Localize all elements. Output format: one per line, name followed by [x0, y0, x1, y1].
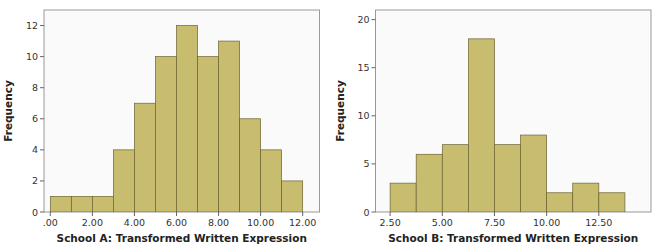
histogram-bar: [573, 183, 599, 212]
y-axis-label: Frequency: [2, 80, 14, 142]
histogram-bar: [155, 57, 176, 212]
y-tick: [40, 212, 44, 213]
y-tick-label: 15: [357, 62, 369, 73]
histogram-bar: [92, 196, 113, 212]
y-tick-label: 4: [32, 144, 38, 155]
x-tick-label: 2.50: [380, 217, 401, 228]
y-tick-label: 0: [363, 207, 369, 218]
x-axis-label: School B: Transformed Written Expression: [388, 232, 638, 244]
y-tick: [372, 19, 376, 20]
x-tick: [218, 212, 219, 216]
y-tick: [40, 180, 44, 181]
histogram-bar: [71, 196, 92, 212]
y-axis-label: Frequency: [334, 80, 346, 142]
y-tick-label: 12: [26, 20, 38, 31]
histogram-bar: [282, 181, 303, 212]
x-tick-label: 6.00: [166, 217, 187, 228]
panel: .00 2.00 4.00 6.00 8.00 10.00 12.00 0 2 4 6 8 10 12 Sc…: [2, 10, 320, 244]
histogram-bar: [494, 145, 520, 212]
y-tick-label: 20: [357, 14, 369, 25]
y-tick-label: 5: [363, 158, 369, 169]
x-tick: [442, 212, 443, 216]
histogram-bar: [547, 193, 573, 212]
x-tick: [92, 212, 93, 216]
x-tick-label: 10.00: [247, 217, 274, 228]
histogram-bar: [176, 26, 197, 212]
y-tick: [40, 87, 44, 88]
x-axis-label: School A: Transformed Written Expression: [57, 232, 307, 244]
bars: [390, 39, 625, 212]
y-tick-label: 2: [32, 175, 38, 186]
x-tick-label: 7.50: [484, 217, 505, 228]
histogram-bar: [468, 39, 494, 212]
y-tick: [372, 67, 376, 68]
x-tick: [134, 212, 135, 216]
x-tick: [50, 212, 51, 216]
y-tick-label: 10: [26, 51, 38, 62]
plot-frame: [44, 10, 320, 212]
plot-frame: [376, 10, 652, 212]
x-tick-label: 10.00: [533, 217, 560, 228]
x-tick-label: 5.00: [432, 217, 453, 228]
histogram-bar: [390, 183, 416, 212]
x-tick-label: 4.00: [124, 217, 145, 228]
histogram-bar: [521, 135, 547, 212]
histogram-bar: [416, 154, 442, 212]
histogram-bar: [134, 103, 155, 212]
x-tick-label: 2.00: [82, 217, 103, 228]
y-tick: [40, 25, 44, 26]
y-tick: [40, 118, 44, 119]
histogram-bar: [198, 57, 219, 212]
y-tick-label: 0: [32, 207, 38, 218]
histogram-bar: [50, 196, 71, 212]
histogram-bar: [442, 145, 468, 212]
x-tick-label: 12.50: [585, 217, 612, 228]
histogram-bar: [599, 193, 625, 212]
figure: .00 2.00 4.00 6.00 8.00 10.00 12.00 0 2 4 6 8 10 12 Sc…: [0, 0, 663, 252]
y-tick: [372, 115, 376, 116]
x-tick: [494, 212, 495, 216]
y-tick-label: 10: [357, 110, 369, 121]
histogram-bar: [261, 150, 282, 212]
x-tick: [176, 212, 177, 216]
x-tick: [260, 212, 261, 216]
y-tick: [40, 149, 44, 150]
y-tick: [372, 163, 376, 164]
y-tick: [372, 212, 376, 213]
y-tick-label: 6: [32, 113, 38, 124]
x-tick: [302, 212, 303, 216]
y-tick-label: 8: [32, 82, 38, 93]
x-tick-label: 8.00: [208, 217, 229, 228]
x-tick-label: 12.00: [289, 217, 316, 228]
histogram-bar: [240, 119, 261, 212]
y-tick: [40, 56, 44, 57]
x-tick-label: .00: [43, 217, 58, 228]
x-tick: [390, 212, 391, 216]
histogram-bar: [219, 41, 240, 212]
bars: [50, 26, 302, 212]
x-tick: [546, 212, 547, 216]
histogram-bar: [113, 150, 134, 212]
panel: 2.50 5.00 7.50 10.00 12.50 0 5 10 15 20 School B: …: [334, 10, 652, 244]
x-tick: [598, 212, 599, 216]
